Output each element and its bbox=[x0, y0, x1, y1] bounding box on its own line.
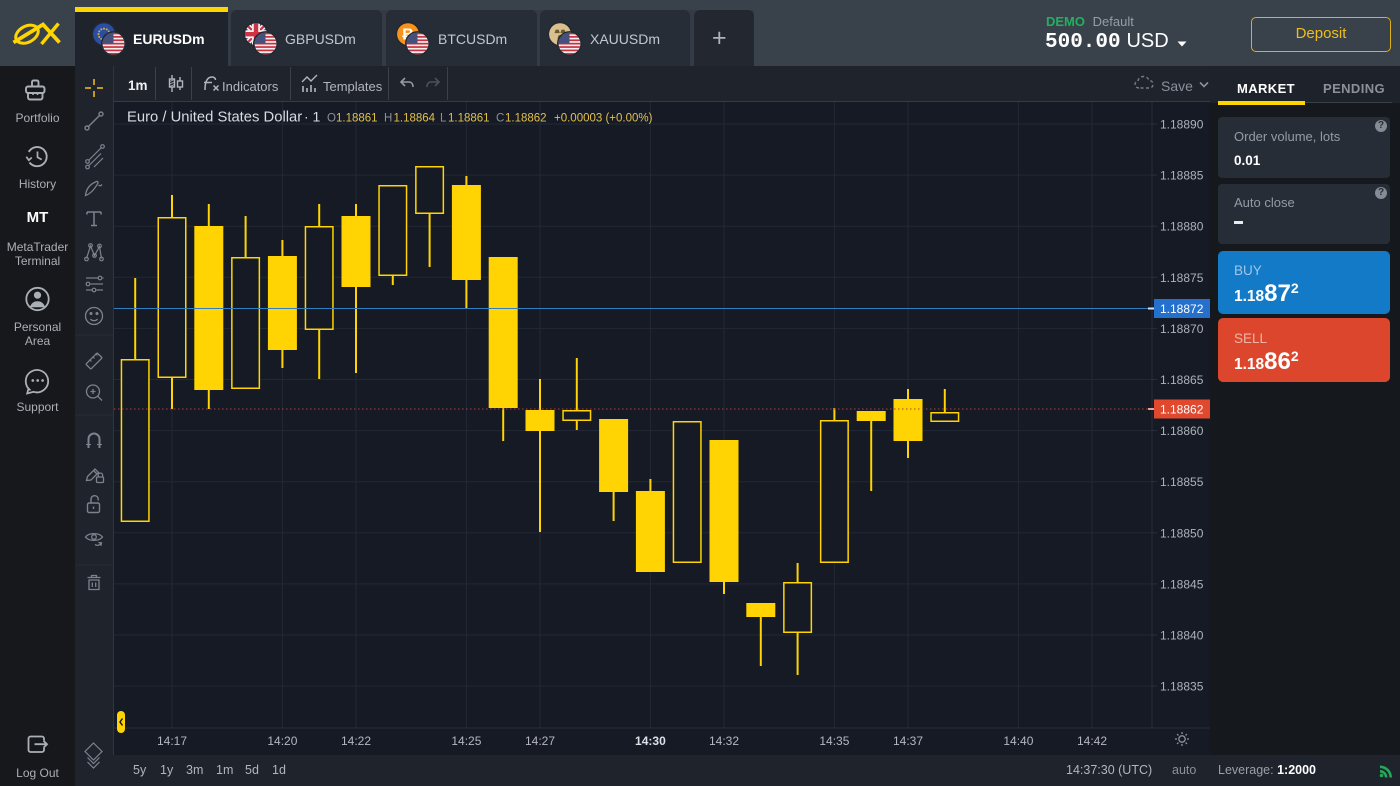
svg-text:1.18865: 1.18865 bbox=[1160, 373, 1204, 387]
svg-text:1.18872: 1.18872 bbox=[1160, 302, 1204, 316]
svg-text:Euro / United States Dollar· 1: Euro / United States Dollar · 1 O1.18861 H1… bbox=[127, 109, 653, 126]
svg-text:14:37: 14:37 bbox=[893, 734, 923, 748]
svg-text:1.18850: 1.18850 bbox=[1160, 526, 1204, 540]
svg-text:1.18880: 1.18880 bbox=[1160, 220, 1204, 234]
svg-text:1.18855: 1.18855 bbox=[1160, 475, 1204, 489]
svg-text:Ƀ: Ƀ bbox=[402, 26, 414, 43]
svg-text:1.18885: 1.18885 bbox=[1160, 169, 1204, 183]
svg-text:14:35: 14:35 bbox=[819, 734, 849, 748]
svg-text:1.18835: 1.18835 bbox=[1160, 680, 1204, 694]
svg-text:14:20: 14:20 bbox=[267, 734, 297, 748]
svg-text:1.18875: 1.18875 bbox=[1160, 271, 1204, 285]
svg-text:14:32: 14:32 bbox=[709, 734, 739, 748]
svg-text:14:30: 14:30 bbox=[635, 734, 666, 748]
svg-text:1.18870: 1.18870 bbox=[1160, 322, 1204, 336]
svg-text:14:40: 14:40 bbox=[1003, 734, 1033, 748]
svg-text:14:25: 14:25 bbox=[451, 734, 481, 748]
svg-text:14:17: 14:17 bbox=[157, 734, 187, 748]
svg-text:1.18840: 1.18840 bbox=[1160, 629, 1204, 643]
svg-text:14:22: 14:22 bbox=[341, 734, 371, 748]
svg-text:1.18860: 1.18860 bbox=[1160, 424, 1204, 438]
svg-text:1.18862: 1.18862 bbox=[1160, 403, 1204, 417]
svg-text:14:42: 14:42 bbox=[1077, 734, 1107, 748]
svg-text:14:27: 14:27 bbox=[525, 734, 555, 748]
svg-text:1.18845: 1.18845 bbox=[1160, 577, 1204, 591]
svg-text:1.18890: 1.18890 bbox=[1160, 118, 1204, 132]
